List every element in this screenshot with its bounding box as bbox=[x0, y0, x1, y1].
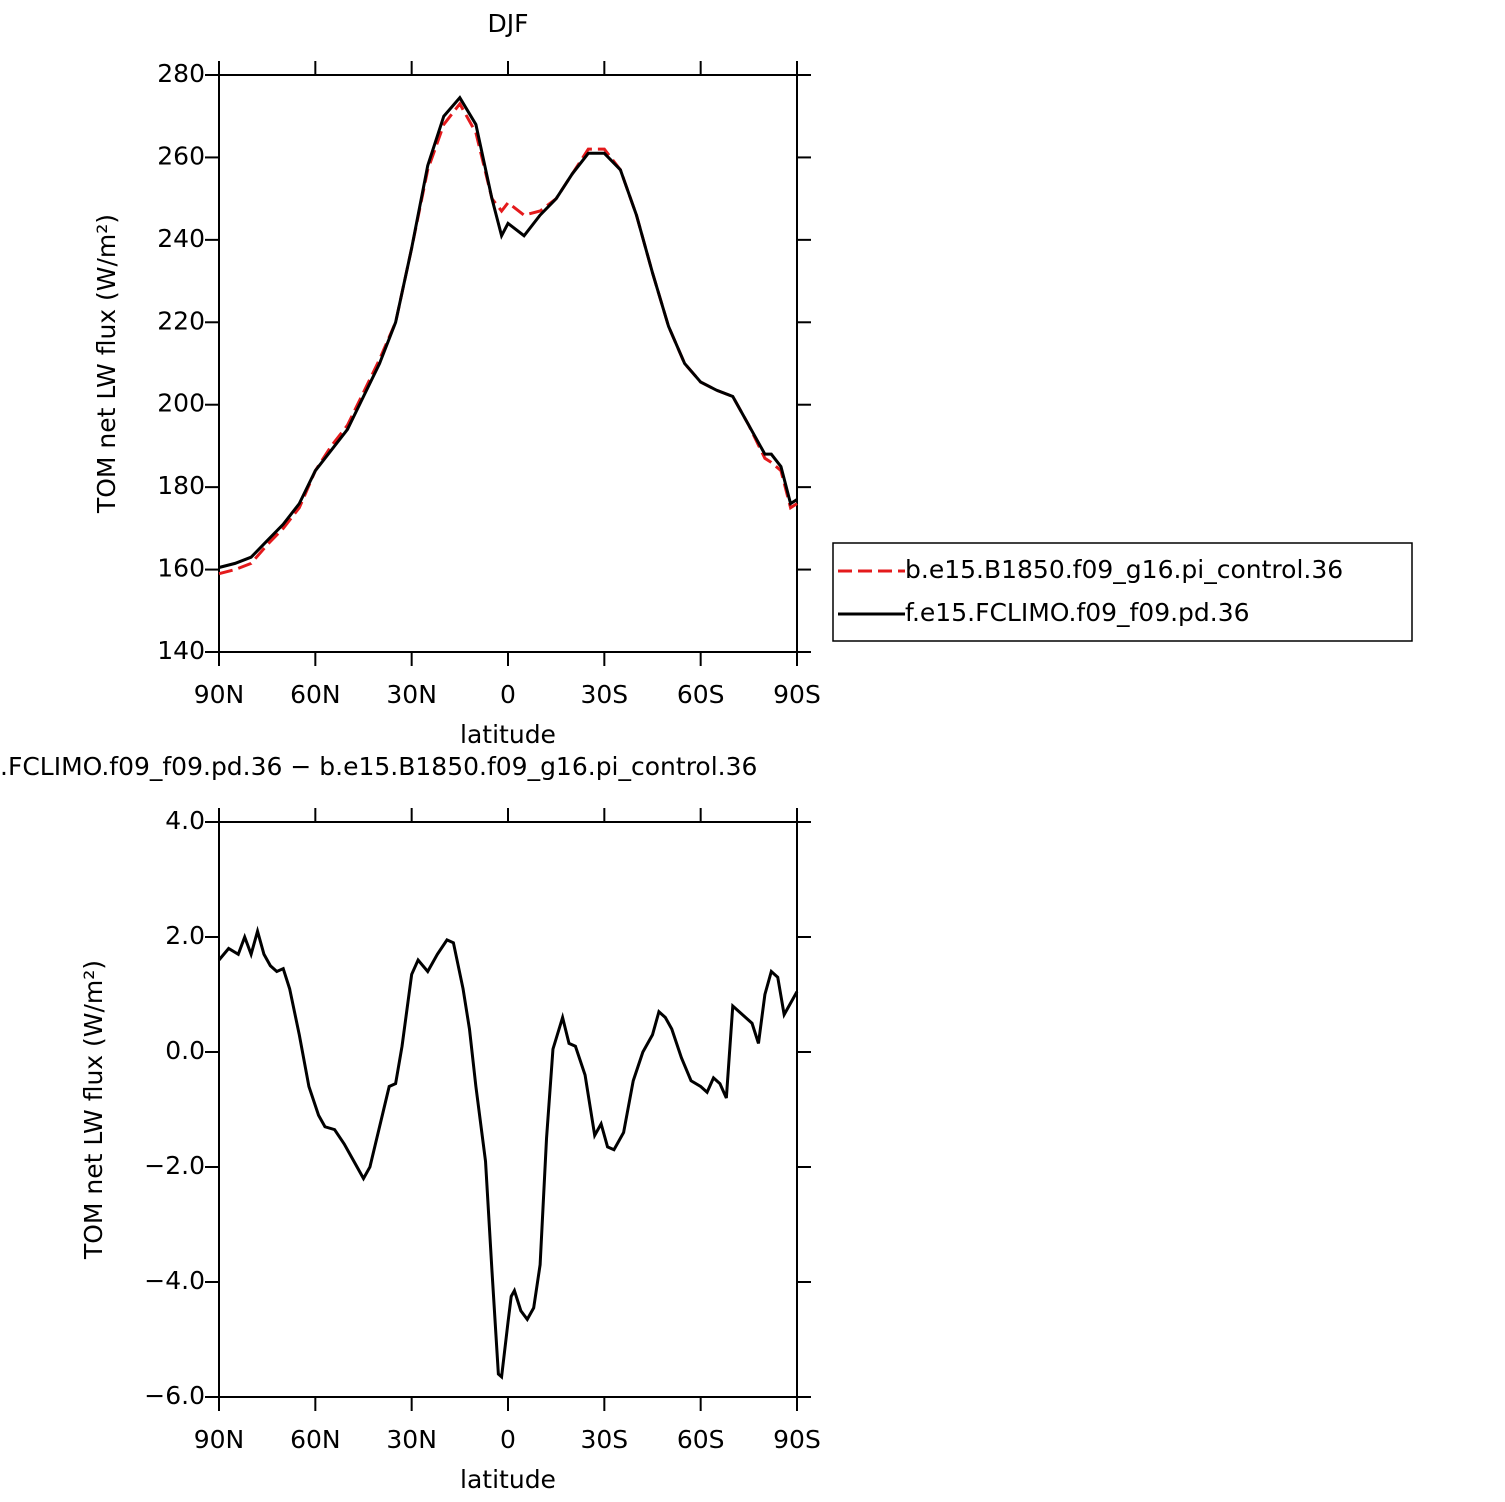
x-tick-label: 60N bbox=[290, 1425, 341, 1454]
legend-label: b.e15.B1850.f09_g16.pi_control.36 bbox=[905, 555, 1343, 584]
legend-label: f.e15.FCLIMO.f09_f09.pd.36 bbox=[905, 598, 1250, 627]
data-line bbox=[218, 101, 798, 576]
x-tick-label: 90N bbox=[194, 1425, 245, 1454]
y-tick-label: 140 bbox=[157, 636, 205, 665]
x-tick-label: 30S bbox=[580, 1425, 628, 1454]
x-tick-label: 60S bbox=[677, 680, 725, 709]
x-tick-label: 90S bbox=[773, 680, 821, 709]
y-tick-label: 220 bbox=[157, 306, 205, 335]
x-tick-label: 60N bbox=[290, 680, 341, 709]
x-tick-label: 0 bbox=[500, 1425, 516, 1454]
data-line bbox=[217, 925, 799, 1380]
chart-title: .FCLIMO.f09_f09.pd.36 − b.e15.B1850.f09_… bbox=[0, 752, 757, 781]
y-tick-label: 200 bbox=[157, 389, 205, 418]
x-tick-label: 30S bbox=[580, 680, 628, 709]
y-tick-label: −2.0 bbox=[144, 1151, 205, 1180]
y-tick-label: 160 bbox=[157, 554, 205, 583]
x-tick-label: 30N bbox=[386, 1425, 437, 1454]
y-tick-label: 260 bbox=[157, 141, 205, 170]
data-line bbox=[218, 95, 798, 569]
x-tick-label: 90N bbox=[194, 680, 245, 709]
y-tick-label: 240 bbox=[157, 224, 205, 253]
x-tick-label: 60S bbox=[677, 1425, 725, 1454]
chart-title: DJF bbox=[487, 9, 528, 38]
x-tick-label: 90S bbox=[773, 1425, 821, 1454]
y-tick-label: 2.0 bbox=[165, 921, 205, 950]
y-tick-label: −6.0 bbox=[144, 1381, 205, 1410]
y-axis-label: TOM net LW flux (W/m²) bbox=[92, 214, 121, 514]
legend-box bbox=[832, 542, 1413, 642]
y-tick-label: 280 bbox=[157, 59, 205, 88]
x-axis-label: latitude bbox=[460, 720, 556, 749]
x-axis-label: latitude bbox=[460, 1465, 556, 1494]
y-axis-label: TOM net LW flux (W/m²) bbox=[79, 960, 108, 1260]
x-tick-label: 0 bbox=[500, 680, 516, 709]
x-tick-label: 30N bbox=[386, 680, 437, 709]
y-tick-label: 0.0 bbox=[165, 1036, 205, 1065]
y-tick-label: −4.0 bbox=[144, 1266, 205, 1295]
plot-frame bbox=[218, 74, 798, 653]
y-tick-label: 4.0 bbox=[165, 806, 205, 835]
y-tick-label: 180 bbox=[157, 471, 205, 500]
